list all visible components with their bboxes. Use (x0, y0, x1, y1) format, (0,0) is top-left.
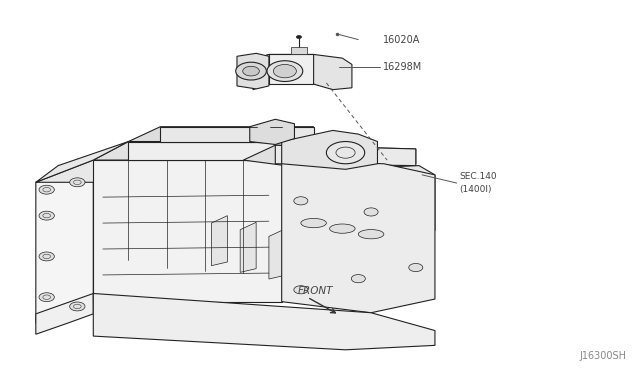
Polygon shape (129, 127, 314, 141)
Polygon shape (282, 160, 435, 313)
Circle shape (326, 141, 365, 164)
Polygon shape (93, 141, 301, 160)
Polygon shape (36, 141, 129, 182)
Ellipse shape (301, 218, 326, 228)
Circle shape (294, 286, 308, 294)
Polygon shape (314, 54, 352, 90)
Polygon shape (298, 235, 314, 286)
Ellipse shape (330, 224, 355, 233)
Polygon shape (36, 294, 93, 334)
Polygon shape (36, 160, 282, 182)
Circle shape (236, 62, 266, 80)
Circle shape (70, 302, 85, 311)
Text: SEC.140: SEC.140 (460, 172, 497, 181)
Polygon shape (240, 222, 256, 272)
Circle shape (351, 275, 365, 283)
Bar (291, 47, 307, 54)
Circle shape (39, 211, 54, 220)
Polygon shape (211, 216, 227, 266)
Circle shape (364, 208, 378, 216)
Circle shape (39, 185, 54, 194)
Polygon shape (253, 54, 314, 65)
Text: (1400I): (1400I) (460, 185, 492, 194)
Polygon shape (93, 294, 435, 350)
Polygon shape (269, 54, 314, 84)
Text: 16020A: 16020A (383, 35, 420, 45)
Circle shape (39, 293, 54, 302)
Circle shape (267, 61, 303, 81)
Polygon shape (161, 127, 314, 141)
Polygon shape (275, 145, 416, 166)
Polygon shape (269, 229, 285, 279)
Polygon shape (253, 54, 269, 90)
Text: FRONT: FRONT (298, 286, 333, 295)
Circle shape (294, 197, 308, 205)
Polygon shape (237, 53, 269, 89)
Polygon shape (282, 131, 378, 169)
Circle shape (273, 64, 296, 78)
Polygon shape (243, 145, 416, 179)
Circle shape (70, 178, 85, 187)
Circle shape (409, 263, 423, 272)
Circle shape (296, 36, 301, 38)
Circle shape (243, 66, 259, 76)
Polygon shape (93, 160, 282, 302)
Text: J16300SH: J16300SH (580, 352, 627, 362)
Text: 16298M: 16298M (383, 62, 422, 73)
Polygon shape (288, 166, 435, 238)
Polygon shape (36, 160, 93, 323)
Polygon shape (250, 119, 294, 144)
Polygon shape (129, 141, 301, 160)
Circle shape (39, 252, 54, 261)
Ellipse shape (358, 230, 384, 239)
